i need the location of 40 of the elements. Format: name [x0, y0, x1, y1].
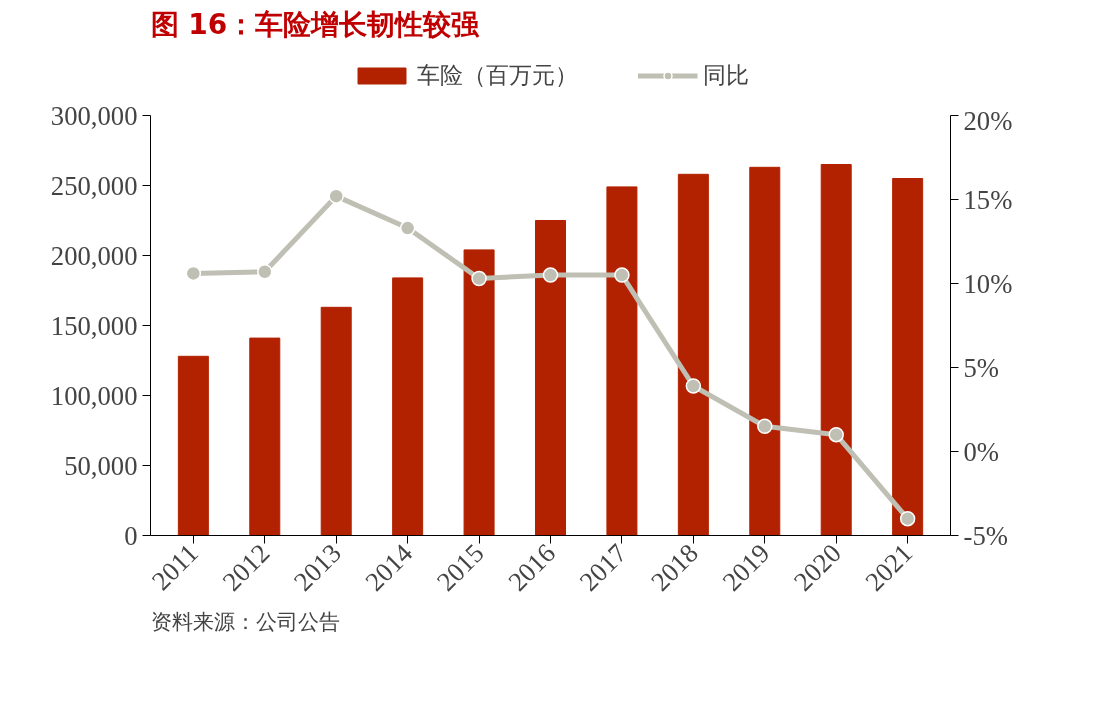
x-tick-label: 2011: [145, 537, 204, 597]
y-tick-label: 200,000: [50, 240, 138, 271]
bar: [820, 164, 852, 536]
y2-tick-label: 0%: [963, 436, 1000, 467]
point: [614, 267, 630, 283]
y2-tick-label: 5%: [963, 352, 1000, 383]
legend-label: 车险（百万元）: [416, 60, 578, 90]
bar: [392, 277, 424, 536]
y2-tick-label: 20%: [963, 105, 1013, 136]
bar: [320, 306, 352, 536]
bar: [892, 178, 924, 536]
point: [899, 510, 916, 527]
y-tick-label: 250,000: [50, 170, 138, 201]
y-tick-label: 100,000: [50, 380, 138, 411]
point: [828, 426, 844, 443]
bar: [249, 337, 281, 536]
bar: [177, 355, 209, 536]
y2-tick-label: 10%: [963, 268, 1013, 299]
y-tick-label: 150,000: [50, 310, 138, 341]
chart-title: 图 16：车险增长韧性较强: [150, 7, 481, 41]
bar: [535, 220, 566, 536]
y-tick-label: 300,000: [50, 100, 138, 131]
y2-tick-label: -5%: [963, 520, 1008, 551]
point: [757, 418, 773, 435]
bar: [749, 166, 781, 536]
point: [542, 267, 559, 283]
point: [257, 264, 273, 280]
point: [328, 188, 344, 204]
text: 资料来源：公司公告: [150, 608, 340, 634]
bar: [606, 186, 638, 536]
point: [185, 265, 202, 282]
point: [685, 378, 702, 394]
legend-label: 同比: [702, 60, 749, 90]
bar: [463, 249, 495, 536]
bar: [677, 173, 709, 536]
point: [471, 270, 487, 287]
y2-tick-label: 15%: [963, 184, 1013, 215]
y-tick-label: 50,000: [64, 450, 138, 481]
point: [399, 220, 416, 236]
y-tick-label: 0: [124, 520, 138, 551]
